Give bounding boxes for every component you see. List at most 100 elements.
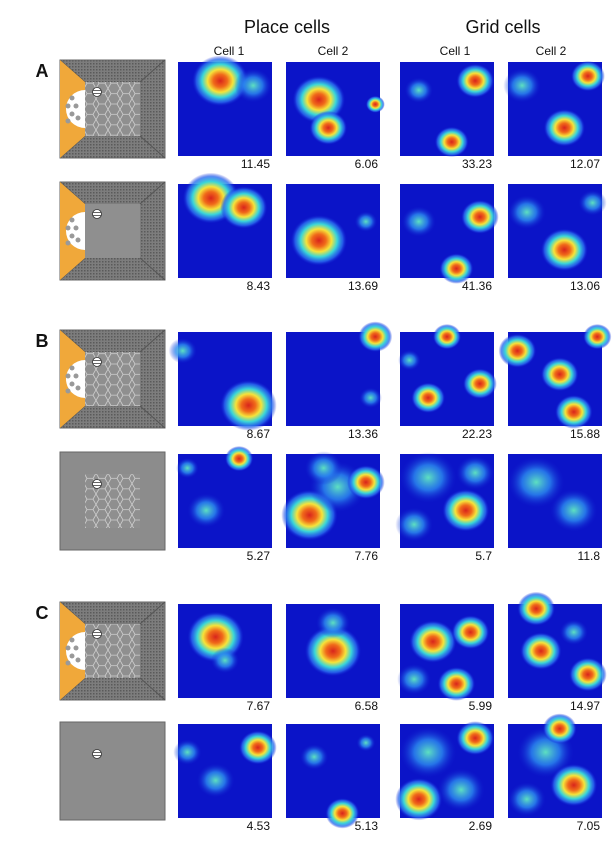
firing-field <box>520 632 562 670</box>
peak-rate: 13.36 <box>348 427 378 441</box>
panel-label: B <box>36 331 49 351</box>
dot <box>65 240 71 246</box>
peak-rate: 8.43 <box>247 279 271 293</box>
firing-field <box>508 782 546 817</box>
dot <box>69 111 75 117</box>
firing-field <box>437 768 485 811</box>
firing-field <box>498 333 537 368</box>
peak-rate: 33.23 <box>462 157 492 171</box>
cue <box>92 87 102 97</box>
rate-map <box>286 321 393 426</box>
cue-stripes <box>93 632 101 636</box>
firing-field <box>456 455 495 490</box>
firing-field <box>220 186 268 229</box>
environment-diagram <box>59 181 166 281</box>
firing-field <box>540 228 588 271</box>
firing-field <box>300 744 329 770</box>
firing-field <box>220 379 277 431</box>
firing-field <box>395 778 443 821</box>
firing-field <box>304 451 343 486</box>
cue-stripes <box>93 752 101 756</box>
firing-field <box>439 253 474 284</box>
firing-field <box>409 620 457 663</box>
rate-map <box>400 62 495 158</box>
rate-map <box>178 604 272 698</box>
firing-field <box>508 195 546 230</box>
rate-map <box>395 452 495 548</box>
rate-map <box>397 604 494 701</box>
cell-label: Cell 1 <box>214 44 245 58</box>
firing-field <box>404 77 433 103</box>
firing-field <box>456 721 495 756</box>
firing-field <box>354 211 378 232</box>
firing-field <box>583 324 612 350</box>
firing-field <box>550 763 598 807</box>
dot <box>65 103 71 109</box>
firing-field <box>555 394 593 429</box>
firing-field <box>234 68 272 103</box>
firing-field <box>347 465 385 500</box>
peak-rate: 13.06 <box>570 279 600 293</box>
cue-stripes <box>93 90 101 94</box>
firing-field <box>395 507 433 542</box>
firing-field <box>400 726 457 778</box>
dot <box>73 373 79 379</box>
rate-map <box>503 60 605 156</box>
dot <box>73 225 79 231</box>
firing-field <box>401 206 436 237</box>
cue-stripes <box>93 212 101 216</box>
peak-rate: 13.69 <box>348 279 378 293</box>
dot <box>65 388 71 394</box>
firing-field <box>397 663 432 695</box>
firing-field <box>187 493 225 528</box>
firing-field <box>325 798 360 829</box>
firing-field <box>210 647 240 674</box>
dot <box>65 118 71 124</box>
dot <box>75 385 81 391</box>
dot <box>65 645 71 651</box>
peak-rate: 4.53 <box>247 819 271 833</box>
peak-rate: 2.69 <box>469 819 493 833</box>
cue-stripes <box>93 360 101 364</box>
rate-map <box>508 454 602 548</box>
dot <box>75 657 81 663</box>
environment-diagram <box>59 601 166 701</box>
firing-field <box>437 666 476 701</box>
dot <box>75 237 81 243</box>
firing-field <box>168 338 197 364</box>
cell-label: Cell 2 <box>318 44 349 58</box>
firing-field <box>239 730 277 765</box>
cue <box>92 209 102 219</box>
firing-field <box>356 734 376 752</box>
cue <box>92 479 102 489</box>
cue <box>92 629 102 639</box>
peak-rate: 11.45 <box>241 157 270 171</box>
dot <box>65 373 71 379</box>
cue-stripes <box>93 482 101 486</box>
firing-field <box>398 350 421 371</box>
firing-field <box>196 763 235 798</box>
rate-map <box>508 184 607 278</box>
firing-field <box>316 607 350 639</box>
firing-field <box>540 357 579 392</box>
environment-diagram <box>59 721 166 821</box>
firing-field <box>550 489 598 532</box>
firing-field <box>442 489 490 532</box>
dot <box>73 103 79 109</box>
rate-map <box>178 172 272 278</box>
rate-map <box>168 332 277 431</box>
dot <box>69 653 75 659</box>
cue <box>92 357 102 367</box>
firing-field <box>192 55 249 107</box>
cell-label: Cell 1 <box>440 44 471 58</box>
firing-field <box>359 387 382 408</box>
firing-field <box>304 625 362 677</box>
firing-field <box>358 321 393 352</box>
peak-rate: 5.13 <box>355 819 379 833</box>
dot <box>69 637 75 643</box>
firing-field <box>543 109 586 147</box>
rate-map <box>286 62 385 156</box>
dot <box>65 225 71 231</box>
firing-field <box>542 713 577 744</box>
